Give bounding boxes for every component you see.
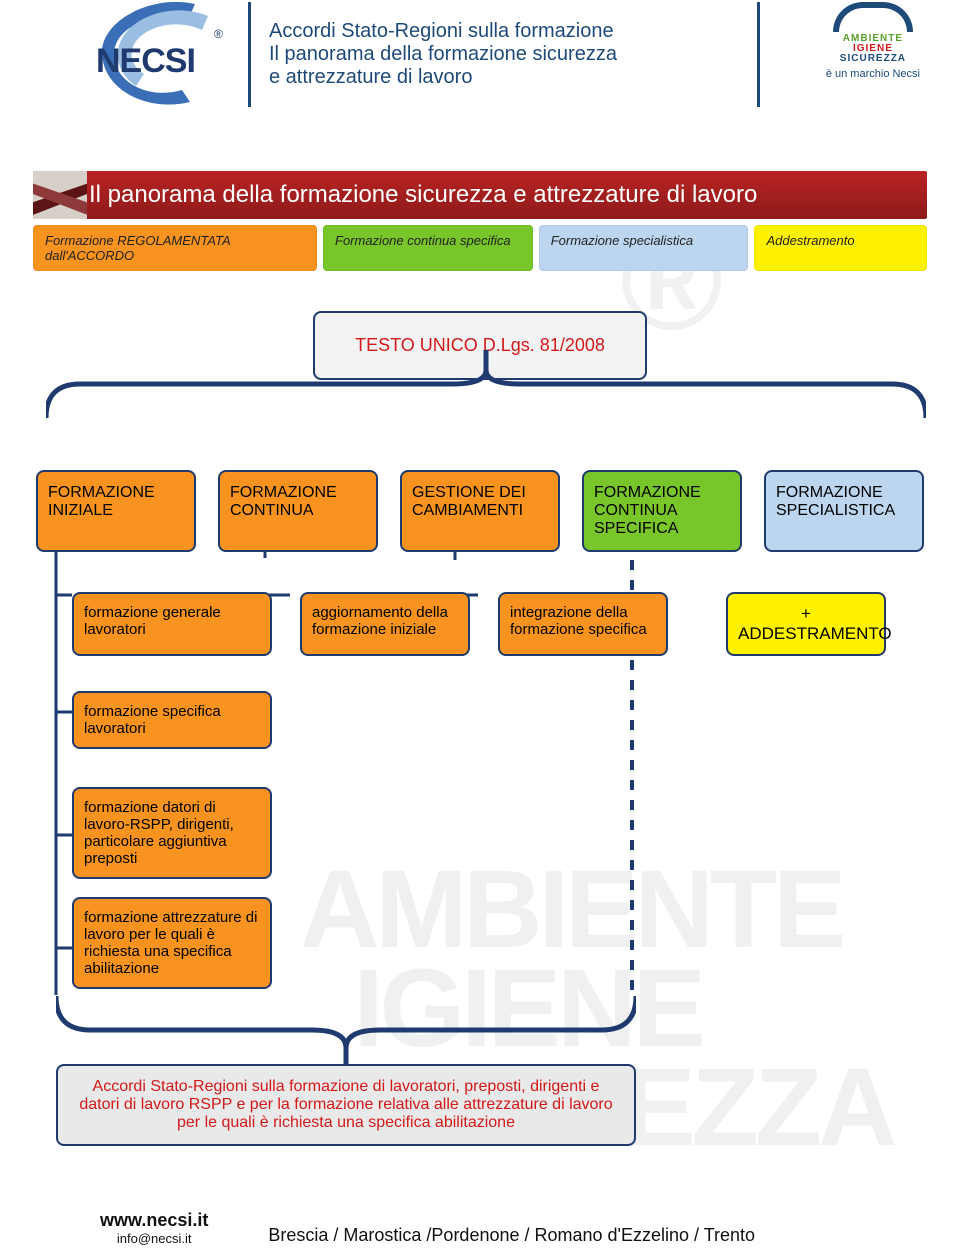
node-specialistica: FORMAZIONE SPECIALISTICA xyxy=(764,470,924,552)
footer-mail: info@necsi.it xyxy=(100,1231,208,1246)
footer-cities: Brescia / Marostica /Pordenone / Romano … xyxy=(268,1225,755,1246)
node-addestramento: + ADDESTRAMENTO xyxy=(726,592,886,656)
row-sub1: formazione generale lavoratori aggiornam… xyxy=(0,592,960,656)
header-divider xyxy=(248,2,251,107)
tag-3: Addestramento xyxy=(754,225,927,271)
tags-row: Formazione REGOLAMENTATA dall'ACCORDO Fo… xyxy=(0,219,960,271)
ambiente-arc-icon xyxy=(833,2,913,32)
node-attrezzature: formazione attrezzature di lavoro per le… xyxy=(72,897,272,989)
banner: Il panorama della formazione sicurezza e… xyxy=(33,171,927,219)
brace-bottom xyxy=(56,996,636,1066)
node-formazione-specifica-lav: formazione specifica lavoratori xyxy=(72,691,272,749)
summary-box: Accordi Stato-Regioni sulla formazione d… xyxy=(56,1064,636,1146)
svg-text:NECSI: NECSI xyxy=(96,42,195,80)
node-aggiornamento: aggiornamento della formazione iniziale xyxy=(300,592,470,656)
header-title-l2: Il panorama della formazione sicurezza xyxy=(269,43,617,66)
svg-text:®: ® xyxy=(214,27,223,41)
node-formazione-iniziale: FORMAZIONE INIZIALE xyxy=(36,470,196,552)
ambiente-logo: AMBIENTE IGIENE SICUREZZA è un marchio N… xyxy=(826,2,920,80)
footer-url: www.necsi.it xyxy=(100,1210,208,1230)
row-main: FORMAZIONE INIZIALE FORMAZIONE CONTINUA … xyxy=(0,470,960,552)
tag-2: Formazione specialistica xyxy=(539,225,749,271)
header-divider-2 xyxy=(757,2,760,107)
node-datori-rspp: formazione datori di lavoro-RSPP, dirige… xyxy=(72,787,272,879)
footer: www.necsi.it info@necsi.it Brescia / Mar… xyxy=(0,1210,960,1246)
footer-site: www.necsi.it info@necsi.it xyxy=(100,1210,208,1246)
node-integrazione: integrazione della formazione specifica xyxy=(498,592,668,656)
header-title: Accordi Stato-Regioni sulla formazione I… xyxy=(269,2,617,89)
header: NECSI ® Accordi Stato-Regioni sulla form… xyxy=(0,0,960,121)
node-gestione-cambiamenti: GESTIONE DEI CAMBIAMENTI xyxy=(400,470,560,552)
ambiente-txt: AMBIENTE IGIENE SICUREZZA xyxy=(826,34,920,64)
header-title-l3: e attrezzature di lavoro xyxy=(269,66,617,89)
necsi-logo: NECSI ® xyxy=(90,2,230,115)
tag-1: Formazione continua specifica xyxy=(323,225,533,271)
ambiente-l3: SICUREZZA xyxy=(840,53,906,64)
tag-0: Formazione REGOLAMENTATA dall'ACCORDO xyxy=(33,225,317,271)
ambiente-sub: è un marchio Necsi xyxy=(826,68,920,80)
node-formazione-continua: FORMAZIONE CONTINUA xyxy=(218,470,378,552)
banner-text: Il panorama della formazione sicurezza e… xyxy=(89,181,757,208)
node-formazione-generale: formazione generale lavoratori xyxy=(72,592,272,656)
header-title-l1: Accordi Stato-Regioni sulla formazione xyxy=(269,20,617,43)
banner-deco-icon xyxy=(33,171,85,219)
node-continua-specifica: FORMAZIONE CONTINUA SPECIFICA xyxy=(582,470,742,552)
brace-top xyxy=(46,350,926,420)
